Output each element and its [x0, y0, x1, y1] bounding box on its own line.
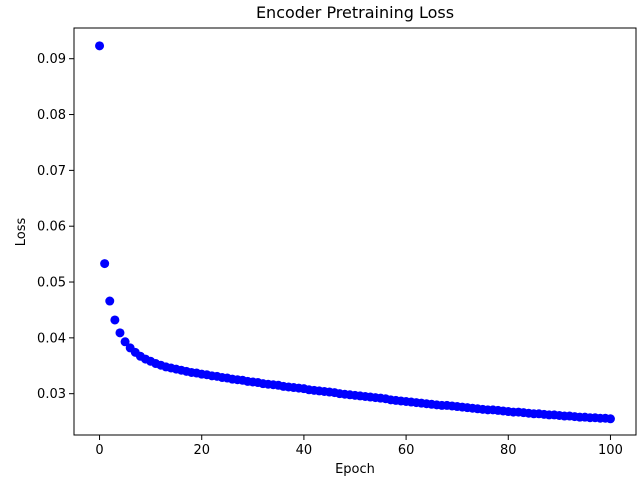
- y-tick-label: 0.03: [37, 387, 66, 402]
- y-tick-label: 0.08: [37, 108, 66, 123]
- x-tick-label: 0: [95, 443, 103, 458]
- data-point: [115, 328, 125, 338]
- data-point: [120, 337, 130, 347]
- data-point: [105, 296, 115, 306]
- x-tick-label: 60: [398, 443, 415, 458]
- x-tick-label: 100: [598, 443, 623, 458]
- plot-area: [95, 41, 615, 424]
- y-tick-label: 0.04: [37, 331, 66, 346]
- chart-title: Encoder Pretraining Loss: [256, 3, 454, 22]
- data-point: [100, 259, 110, 269]
- y-axis-label: Loss: [14, 218, 29, 247]
- y-axis-ticks: 0.03 0.04 0.05 0.06 0.07 0.08 0.09: [37, 52, 74, 402]
- y-tick-label: 0.06: [37, 220, 66, 235]
- y-tick-label: 0.05: [37, 276, 66, 291]
- data-point: [110, 315, 120, 325]
- x-tick-label: 80: [500, 443, 517, 458]
- x-tick-label: 40: [296, 443, 313, 458]
- x-axis-label: Epoch: [335, 462, 375, 477]
- data-point: [95, 41, 105, 51]
- axes-frame: [73, 27, 637, 436]
- y-tick-label: 0.07: [37, 164, 66, 179]
- y-tick-label: 0.09: [37, 52, 66, 67]
- x-tick-label: 20: [193, 443, 210, 458]
- data-point: [605, 414, 615, 424]
- x-axis-ticks: 0 20 40 60 80 100: [95, 435, 623, 458]
